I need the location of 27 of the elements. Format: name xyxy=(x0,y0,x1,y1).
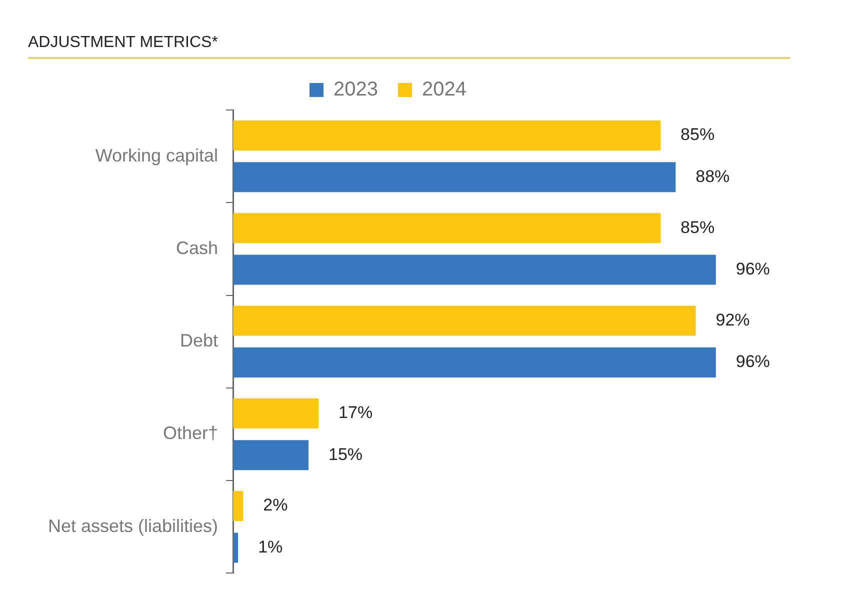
bar xyxy=(233,254,716,285)
y-tick-label: Debt xyxy=(180,330,218,351)
bar xyxy=(233,491,244,522)
chart-title: ADJUSTMENT METRICS* xyxy=(28,34,790,59)
data-label: 17% xyxy=(338,403,373,422)
bar xyxy=(233,120,661,150)
data-label: 92% xyxy=(716,310,750,330)
data-label: 96% xyxy=(736,259,770,278)
legend-label: 2024 xyxy=(422,78,466,101)
bar xyxy=(233,213,661,244)
data-label: 15% xyxy=(328,444,363,464)
data-label: 85% xyxy=(680,218,715,237)
data-label: 1% xyxy=(258,537,283,556)
y-tick-label: Working capital xyxy=(95,145,218,166)
data-label: 85% xyxy=(680,125,715,144)
y-tick-label: Net assets (liabilities) xyxy=(48,516,218,536)
bar xyxy=(233,347,716,378)
bar xyxy=(233,398,319,428)
y-tick-label: Cash xyxy=(176,238,218,258)
data-label: 88% xyxy=(696,166,730,186)
y-tick-label: Other† xyxy=(163,423,218,444)
data-label: 96% xyxy=(736,352,770,372)
bar xyxy=(233,162,676,192)
data-label: 2% xyxy=(263,496,288,515)
bar xyxy=(233,440,308,470)
bar xyxy=(233,306,696,336)
legend-label: 2023 xyxy=(334,78,378,101)
